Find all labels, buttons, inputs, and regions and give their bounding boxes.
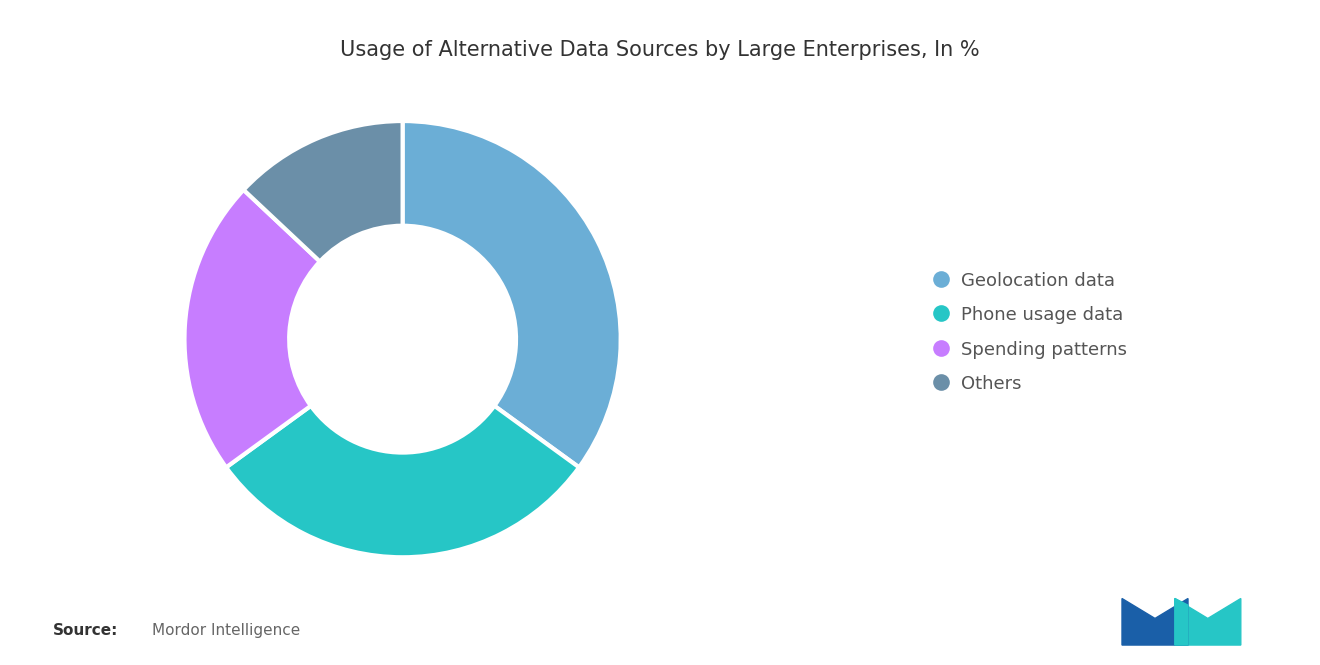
Polygon shape xyxy=(1175,598,1188,645)
Wedge shape xyxy=(185,190,319,467)
Wedge shape xyxy=(226,406,579,557)
Legend: Geolocation data, Phone usage data, Spending patterns, Others: Geolocation data, Phone usage data, Spen… xyxy=(925,265,1134,400)
Text: Usage of Alternative Data Sources by Large Enterprises, In %: Usage of Alternative Data Sources by Lar… xyxy=(341,40,979,60)
Text: Source:: Source: xyxy=(53,623,119,638)
Polygon shape xyxy=(1175,598,1241,645)
Text: Mordor Intelligence: Mordor Intelligence xyxy=(152,623,300,638)
Wedge shape xyxy=(244,121,403,261)
Wedge shape xyxy=(403,121,620,467)
Polygon shape xyxy=(1122,598,1188,645)
